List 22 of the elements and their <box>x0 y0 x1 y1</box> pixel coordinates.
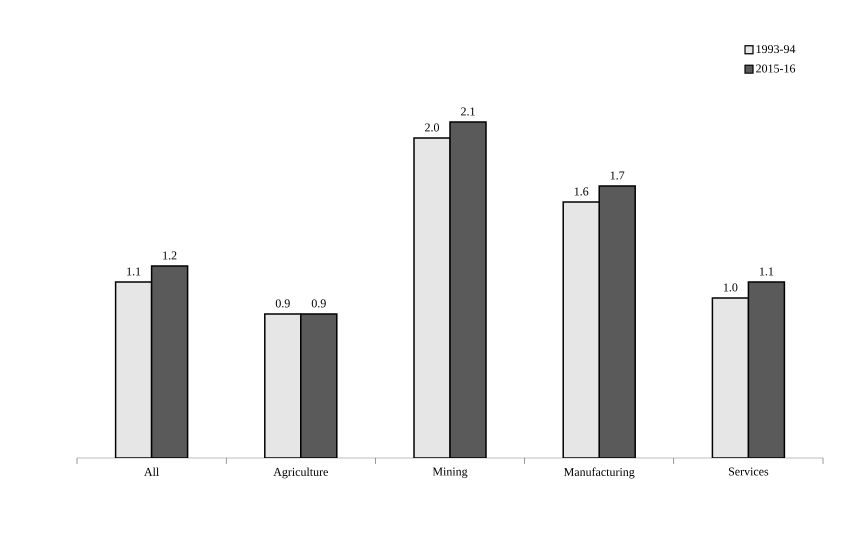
legend-label: 1993-94 <box>756 45 796 54</box>
data-label: 2.0 <box>425 123 440 132</box>
x-tick-label: Services <box>728 468 768 476</box>
data-label: 1.7 <box>610 171 624 180</box>
bar <box>114 281 152 458</box>
bar <box>712 297 750 458</box>
x-tick-label: Manufacturing <box>564 468 635 479</box>
data-label: 0.9 <box>312 299 326 308</box>
x-tick-label: Agriculture <box>273 468 328 478</box>
data-label: 1.1 <box>127 267 140 276</box>
data-label: 1.6 <box>574 187 588 196</box>
data-label: 1.1 <box>760 267 774 276</box>
legend-label: 2015-16 <box>756 64 796 73</box>
data-label: 2.1 <box>461 107 475 116</box>
bar <box>413 137 451 458</box>
bar <box>562 201 600 458</box>
bar <box>264 313 302 458</box>
x-tick-label: All <box>144 468 159 476</box>
x-tick-label: Mining <box>432 468 468 478</box>
data-label: 0.9 <box>276 299 290 308</box>
data-label: 1.2 <box>163 251 176 260</box>
data-label: 1.0 <box>724 283 738 292</box>
